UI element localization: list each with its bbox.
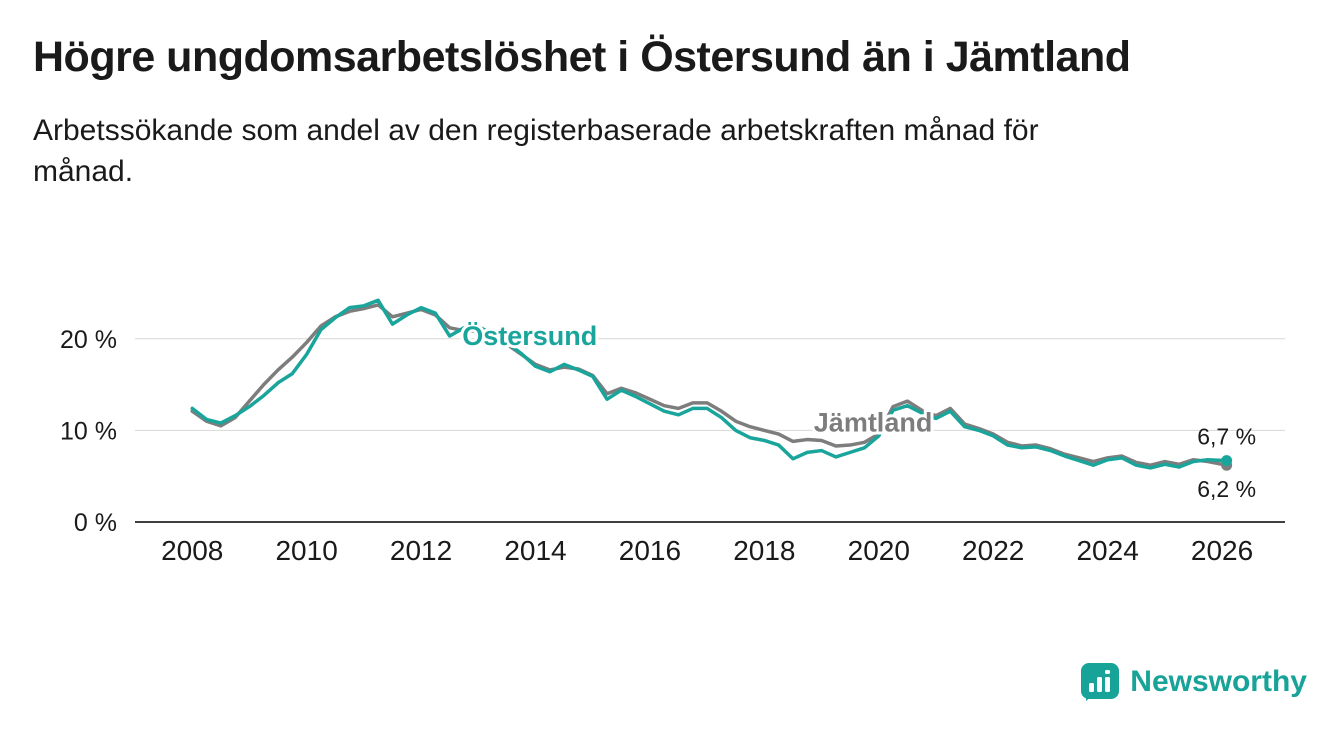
x-tick-label: 2022 xyxy=(962,535,1024,566)
series-end-value-ostersund: 6,7 % xyxy=(1197,424,1256,450)
series-line-jamtland xyxy=(190,303,1229,467)
chart-header: Högre ungdomsarbetslöshet i Östersund än… xyxy=(0,0,1340,192)
x-tick-label: 2026 xyxy=(1191,535,1253,566)
x-tick-label: 2018 xyxy=(733,535,795,566)
x-tick-label: 2014 xyxy=(504,535,566,566)
x-tick-label: 2012 xyxy=(390,535,452,566)
series-end-value-jamtland: 6,2 % xyxy=(1197,476,1256,502)
subtitle-line-1: Arbetssökande som andel av den registerb… xyxy=(33,114,1039,148)
x-tick-label: 2010 xyxy=(275,535,337,566)
brand-footer: Newsworthy xyxy=(1080,662,1307,702)
brand-name: Newsworthy xyxy=(1130,665,1307,698)
y-tick-label: 0 % xyxy=(74,509,117,537)
series-end-dot-ostersund xyxy=(1221,455,1233,467)
series-line-ostersund xyxy=(190,298,1229,470)
y-tick-label: 10 % xyxy=(60,417,117,445)
page-title: Högre ungdomsarbetslöshet i Östersund än… xyxy=(33,33,1131,81)
subtitle-line-2: månad. xyxy=(33,154,134,188)
x-tick-label: 2024 xyxy=(1076,535,1138,566)
x-tick-label: 2008 xyxy=(161,535,223,566)
x-tick-label: 2016 xyxy=(619,535,681,566)
x-tick-label: 2020 xyxy=(848,535,910,566)
series-label-ostersund: Östersund xyxy=(462,321,597,351)
chart-subtitle: Arbetssökande som andel av den registerb… xyxy=(33,111,1300,192)
series-label-jamtland: Jämtland xyxy=(814,407,933,437)
unemployment-line-chart: 0 % 10 % 20 % 2008 2010 2012 2014 2016 2018 2020 2… xyxy=(60,298,1285,566)
newsworthy-logo-icon xyxy=(1081,663,1120,701)
y-tick-label: 20 % xyxy=(60,326,117,354)
